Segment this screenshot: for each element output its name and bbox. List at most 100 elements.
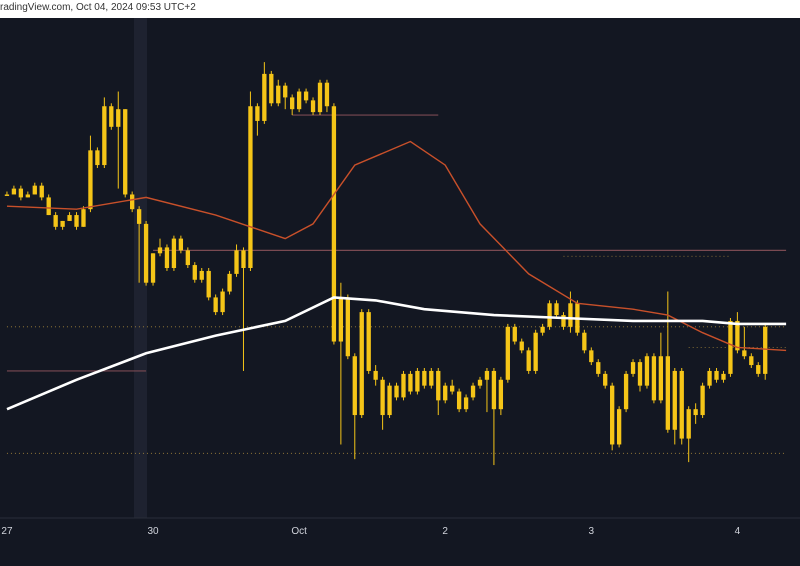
candle bbox=[130, 191, 135, 213]
candlestick-chart[interactable]: 27 30 Oct 2 3 4 bbox=[0, 18, 800, 566]
candle-body bbox=[665, 356, 670, 430]
candle-body bbox=[630, 362, 636, 374]
candle bbox=[540, 323, 545, 336]
header-bar: radingView.com, Oct 04, 2024 09:53 UTC+2 bbox=[0, 0, 800, 18]
candle-body bbox=[102, 106, 107, 166]
candle bbox=[4, 191, 10, 196]
candle-body bbox=[199, 270, 204, 280]
candle-body bbox=[178, 238, 184, 251]
candle-body bbox=[679, 370, 684, 439]
candle-body bbox=[429, 370, 434, 386]
candle-body bbox=[11, 188, 17, 195]
candle-body bbox=[415, 370, 420, 392]
candle bbox=[248, 91, 253, 271]
candle-body bbox=[81, 209, 86, 227]
candle bbox=[317, 79, 323, 116]
candle-body bbox=[213, 297, 218, 313]
candle bbox=[526, 347, 531, 374]
candle bbox=[67, 212, 72, 221]
candle bbox=[164, 244, 170, 271]
candle bbox=[749, 353, 754, 368]
x-axis-background bbox=[0, 518, 800, 566]
candle-body bbox=[136, 209, 142, 224]
weekend-shade bbox=[134, 18, 147, 518]
candle bbox=[644, 353, 650, 389]
candle-body bbox=[317, 82, 323, 113]
candle bbox=[735, 312, 740, 354]
candle-body bbox=[296, 91, 302, 110]
x-tick-label: 3 bbox=[589, 526, 595, 537]
candle-body bbox=[283, 85, 288, 98]
candle bbox=[25, 191, 30, 198]
candle-body bbox=[345, 297, 350, 357]
candle bbox=[589, 347, 594, 366]
candles bbox=[4, 62, 768, 466]
candle bbox=[262, 62, 267, 124]
x-tick-label: 30 bbox=[147, 526, 159, 537]
candle-body bbox=[616, 409, 622, 445]
candle-body bbox=[331, 106, 337, 342]
candle bbox=[116, 91, 121, 189]
candle bbox=[637, 359, 643, 392]
candle bbox=[102, 97, 107, 168]
candle bbox=[401, 370, 406, 401]
candle-body bbox=[366, 312, 371, 371]
candle-body bbox=[470, 385, 476, 398]
candle bbox=[345, 294, 350, 360]
candle-body bbox=[756, 365, 761, 374]
candle bbox=[700, 382, 705, 418]
candle bbox=[296, 88, 302, 113]
candle bbox=[60, 220, 65, 230]
candle-body bbox=[408, 373, 413, 392]
candle-body bbox=[32, 185, 37, 195]
candle bbox=[686, 406, 691, 463]
candle-body bbox=[206, 270, 211, 298]
candle-body bbox=[227, 273, 232, 292]
candle bbox=[443, 382, 448, 404]
candle-body bbox=[324, 82, 330, 107]
candle bbox=[88, 135, 93, 213]
candle-body bbox=[116, 109, 121, 127]
candle bbox=[505, 323, 510, 383]
candle bbox=[387, 382, 392, 418]
candle bbox=[707, 368, 712, 389]
candle-body bbox=[276, 85, 281, 104]
x-tick-label: 4 bbox=[735, 526, 741, 537]
candle bbox=[366, 309, 371, 374]
candle-body bbox=[130, 194, 135, 210]
candle bbox=[150, 253, 156, 286]
candle-body bbox=[401, 373, 406, 398]
candle bbox=[582, 329, 587, 354]
candle bbox=[324, 79, 330, 113]
candle-body bbox=[123, 109, 128, 195]
candle bbox=[352, 353, 357, 460]
candle bbox=[241, 247, 246, 371]
candle bbox=[192, 262, 197, 283]
candle bbox=[32, 182, 37, 195]
candle-body bbox=[693, 409, 698, 416]
candle bbox=[178, 235, 184, 254]
candle-body bbox=[686, 409, 691, 439]
candle bbox=[491, 368, 497, 466]
candle bbox=[276, 79, 281, 107]
candle bbox=[11, 185, 17, 195]
candle bbox=[450, 379, 455, 395]
candle bbox=[81, 206, 86, 227]
candle-body bbox=[310, 100, 316, 113]
candle-body bbox=[707, 370, 712, 386]
candle bbox=[679, 368, 684, 445]
x-tick-label: Oct bbox=[291, 526, 307, 537]
candle bbox=[547, 300, 552, 330]
candle-body bbox=[554, 303, 559, 316]
candle bbox=[763, 323, 768, 380]
candle-body bbox=[436, 370, 441, 401]
candle bbox=[651, 353, 657, 404]
candle bbox=[408, 370, 413, 395]
candle-body bbox=[644, 356, 650, 386]
candle bbox=[74, 212, 79, 230]
candle bbox=[290, 94, 295, 116]
candle bbox=[422, 368, 427, 389]
candle-body bbox=[380, 379, 385, 416]
candle bbox=[742, 326, 747, 360]
candle bbox=[157, 238, 163, 257]
